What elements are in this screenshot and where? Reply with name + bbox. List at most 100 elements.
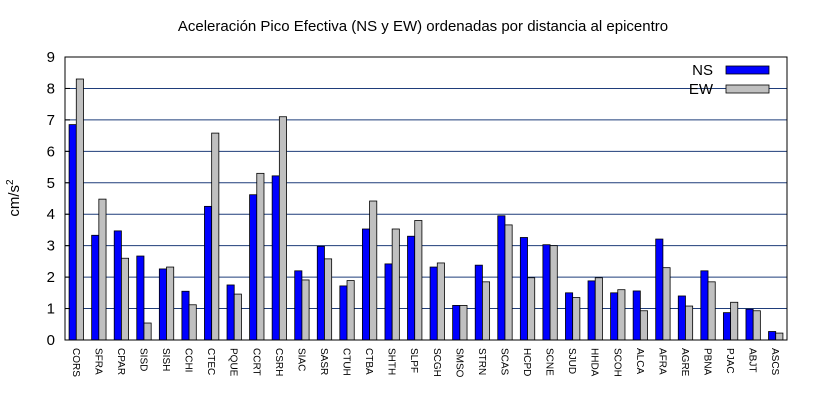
- x-tick-label: CTUH: [341, 348, 352, 376]
- x-tick-label: HHDA: [589, 348, 600, 377]
- bar-ns-ascs: [768, 331, 777, 341]
- bar-ew-agre: [685, 305, 694, 341]
- legend-label-ew: EW: [689, 81, 714, 98]
- bar-ns-cors: [68, 124, 77, 341]
- x-tick-label: PQUE: [228, 348, 239, 377]
- x-tick-label: AGRE: [679, 348, 690, 377]
- bar-ns-sfra: [91, 234, 100, 341]
- bar-ns-scas: [497, 215, 506, 341]
- x-tick-label: CORS: [70, 348, 81, 377]
- legend: NS EW: [689, 62, 770, 98]
- bar-ew-hhda: [594, 277, 603, 341]
- bars: [68, 78, 784, 341]
- y-tick-label: 9: [47, 49, 55, 66]
- y-tick-label: 2: [47, 269, 55, 286]
- bar-ew-ctec: [211, 132, 220, 341]
- bar-ew-cors: [75, 78, 84, 341]
- grid-lines: [65, 87, 787, 310]
- x-tick-labels: CORS SFRA CPAR SISD SISH CCHI CTEC PQUE CCRT CSRH…: [70, 348, 780, 378]
- bar-ns-ctba: [361, 228, 370, 341]
- y-tick-label: 0: [47, 332, 55, 349]
- x-tick-label: PJAC: [724, 348, 735, 374]
- bar-ns-ctuh: [339, 285, 348, 341]
- bar-ew-sfra: [98, 198, 107, 341]
- bar-ns-siac: [294, 270, 303, 341]
- bar-ew-sisd: [143, 322, 152, 341]
- x-tick-label: SLPF: [408, 348, 419, 373]
- bar-ns-hhda: [587, 280, 596, 341]
- bar-ns-smso: [452, 305, 461, 341]
- bar-ew-shth: [391, 228, 400, 341]
- y-tick-label: 3: [47, 238, 55, 255]
- bar-ns-pjac: [722, 312, 731, 341]
- y-axis-label: cm/s2: [5, 179, 23, 217]
- y-tick-labels: 0 1 2 3 4 5 6 7 8 9: [47, 49, 55, 349]
- bar-ns-ccrt: [249, 194, 258, 341]
- legend-label-ns: NS: [692, 62, 713, 79]
- bar-ew-scas: [504, 224, 513, 341]
- x-tick-label: SFRA: [92, 348, 103, 375]
- x-tick-label: ASCS: [769, 348, 780, 376]
- x-tick-label: CCHI: [183, 348, 194, 372]
- bar-ew-scgh: [436, 262, 445, 341]
- y-tick-label: 7: [47, 112, 55, 129]
- bar-ns-abjt: [745, 308, 754, 341]
- bar-ew-pbna: [707, 281, 716, 341]
- bar-ns-alca: [632, 290, 641, 341]
- bar-ew-abjt: [752, 310, 761, 341]
- x-tick-label: SCGH: [431, 348, 442, 377]
- x-tick-label: HCPD: [521, 348, 532, 376]
- bar-ew-scne: [549, 245, 558, 341]
- bar-ew-alca: [639, 310, 648, 341]
- legend-swatch-ew: [725, 84, 770, 94]
- bar-ew-sish: [166, 266, 175, 341]
- x-tick-label: CTBA: [363, 348, 374, 375]
- bar-ns-afra: [655, 238, 664, 341]
- bar-ew-cchi: [188, 304, 197, 341]
- bar-ew-ctba: [369, 200, 378, 341]
- x-tick-label: CPAR: [115, 348, 126, 375]
- bar-ns-scgh: [429, 266, 438, 341]
- bar-ew-pjac: [730, 301, 739, 341]
- bar-ns-agre: [677, 295, 686, 341]
- bar-ns-pque: [226, 284, 235, 341]
- x-tick-label: SJUD: [566, 348, 577, 374]
- y-tick-label: 5: [47, 175, 55, 192]
- x-tick-label: SISD: [137, 348, 148, 371]
- y-tick-label: 4: [47, 206, 55, 223]
- bar-ns-sasr: [316, 245, 325, 341]
- x-tick-label: PBNA: [702, 348, 713, 376]
- bar-ns-scoh: [610, 292, 619, 341]
- bar-ew-strn: [482, 281, 491, 341]
- bar-ns-ctec: [204, 205, 213, 341]
- x-tick-label: CCRT: [250, 348, 261, 376]
- bar-ew-siac: [301, 279, 310, 341]
- x-tick-label: AFRA: [656, 348, 667, 375]
- x-tick-label: SCNE: [544, 348, 555, 376]
- bar-ew-ctuh: [346, 280, 355, 341]
- bar-ew-smso: [459, 305, 468, 341]
- bar-ns-scne: [542, 244, 551, 341]
- bar-ns-sish: [158, 268, 167, 341]
- y-axis-label-exponent: 2: [5, 179, 16, 185]
- x-tick-label: ALCA: [634, 348, 645, 374]
- bar-ns-cpar: [113, 230, 122, 341]
- bar-ew-slpf: [414, 220, 423, 341]
- bar-ns-hcpd: [519, 237, 528, 341]
- x-tick-label: ABJT: [747, 348, 758, 372]
- bar-ew-sjud: [572, 297, 581, 341]
- bar-ns-strn: [474, 264, 483, 341]
- x-tick-label: SCOH: [611, 348, 622, 377]
- y-axis-label-unit: cm/s: [6, 185, 23, 217]
- bar-ew-csrh: [278, 116, 287, 341]
- bar-ns-cchi: [181, 290, 190, 341]
- bar-ns-sjud: [565, 292, 574, 341]
- bar-ns-shth: [384, 263, 393, 341]
- y-tick-label: 1: [47, 301, 55, 318]
- x-tick-label: SISH: [160, 348, 171, 371]
- x-tick-label: STRN: [476, 348, 487, 375]
- bar-ew-afra: [662, 267, 671, 341]
- bar-ew-ccrt: [256, 172, 265, 341]
